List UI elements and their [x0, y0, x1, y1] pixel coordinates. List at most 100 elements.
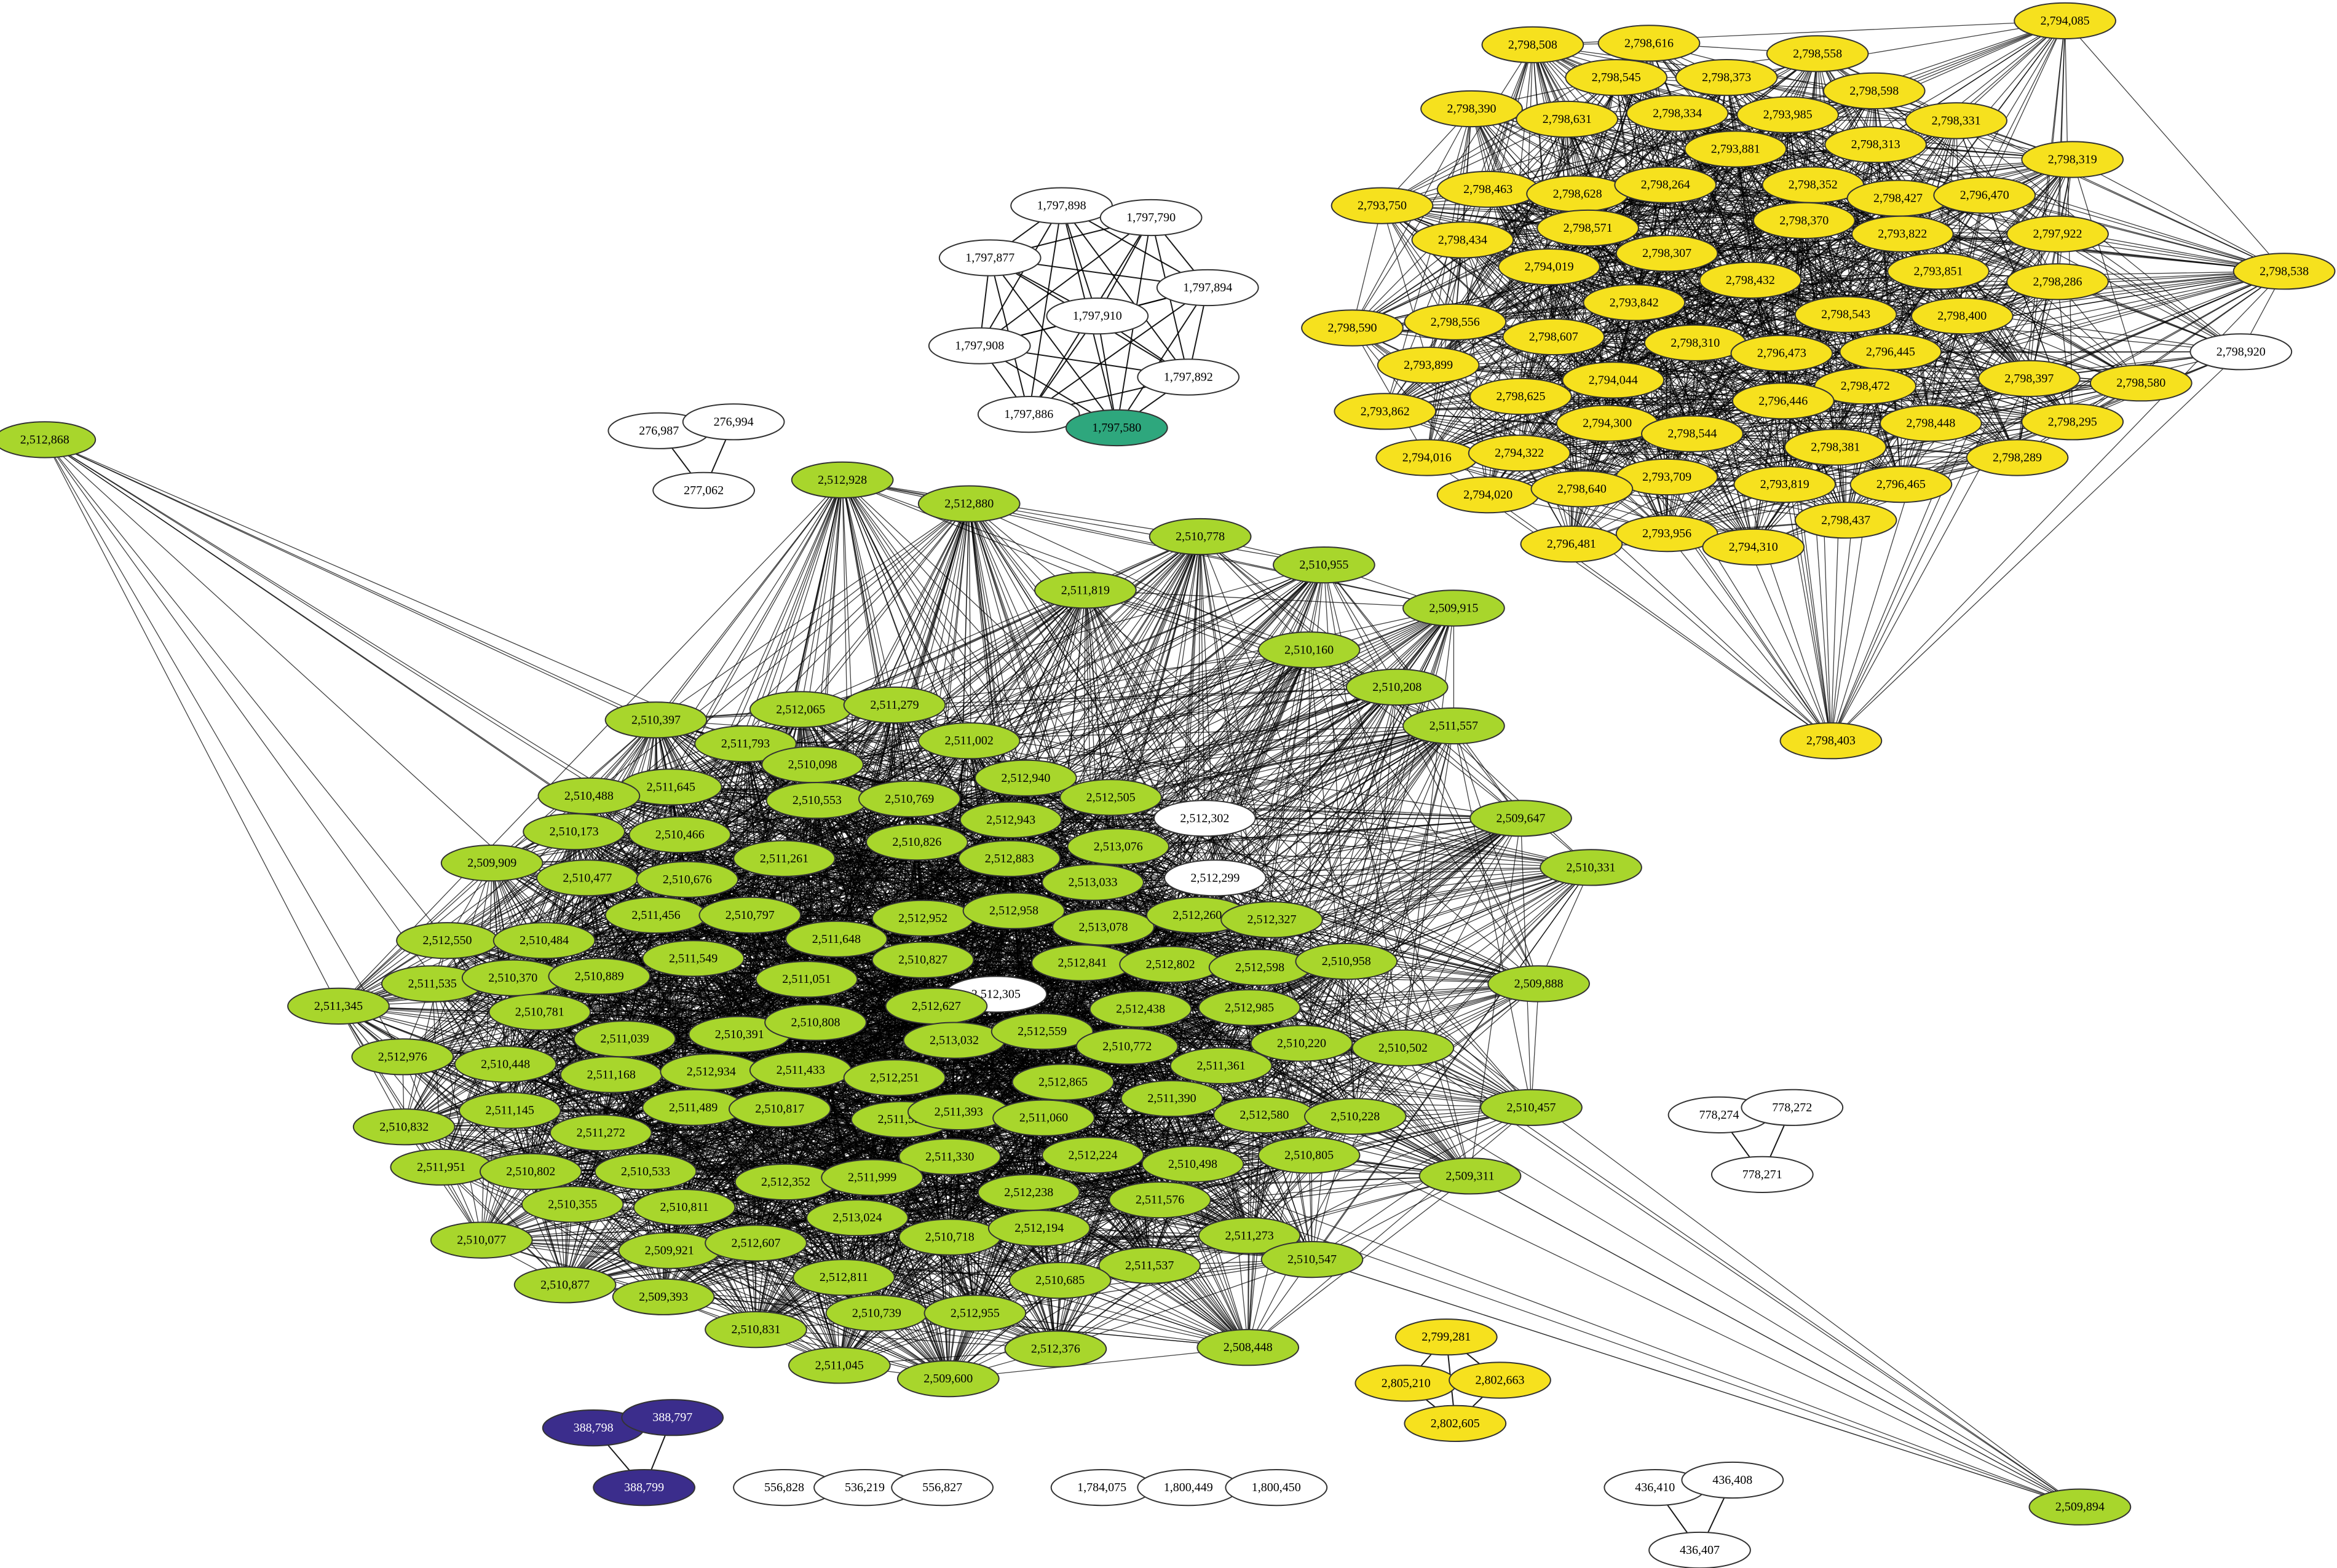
graph-edge	[842, 479, 895, 706]
graph-edge	[1085, 590, 1198, 916]
graph-edge	[44, 439, 339, 1007]
graph-edge	[404, 1071, 711, 1127]
graph-node: 2,509,909	[440, 845, 544, 882]
node-label: 2,512,302	[1180, 811, 1229, 825]
graph-node: 2,510,676	[636, 861, 739, 898]
graph-edge	[481, 1217, 858, 1241]
graph-edge	[812, 649, 1310, 765]
graph-edge	[505, 1063, 786, 1183]
graph-edge	[844, 1154, 1093, 1278]
graph-edge	[1249, 1116, 1356, 1236]
graph-edge	[1204, 725, 1454, 819]
graph-node: 2,510,160	[1257, 631, 1361, 669]
graph-edge	[1103, 725, 1454, 928]
graph-edge	[894, 589, 1086, 706]
graph-edge	[1110, 564, 1324, 798]
graph-edge	[404, 1114, 1265, 1127]
graph-edge	[975, 1259, 1313, 1314]
graph-edge	[1469, 1175, 2081, 1508]
graph-edge	[1538, 867, 1592, 984]
node-label: 2,512,505	[1086, 790, 1136, 804]
graph-edge	[1382, 112, 1678, 207]
node-label: 2,512,952	[898, 912, 947, 925]
graph-node: 2,511,002	[917, 722, 1021, 760]
graph-edge	[1011, 817, 1521, 821]
node-label: 2,510,466	[655, 828, 705, 841]
graph-edge	[1311, 1107, 1532, 1260]
graph-edge	[2065, 20, 2285, 272]
graph-node: 2,510,955	[1273, 546, 1375, 584]
graph-edge	[1029, 1175, 1471, 1193]
graph-node: 2,510,397	[604, 701, 708, 739]
node-label: 2,513,078	[1079, 920, 1128, 934]
node-label: 2,511,279	[870, 698, 919, 712]
graph-edge	[812, 764, 1118, 848]
graph-edge	[1402, 1047, 1471, 1176]
graph-edge	[1354, 867, 1591, 1117]
graph-node: 2,510,098	[761, 746, 864, 784]
node-label: 2,510,826	[892, 835, 941, 849]
graph-edge	[539, 959, 923, 1013]
graph-edge	[655, 503, 970, 720]
node-label: 2,510,769	[885, 792, 934, 806]
graph-edge	[693, 858, 1010, 959]
graph-edge	[1249, 1007, 2081, 1508]
node-label: 2,511,648	[812, 932, 861, 946]
graph-edge	[1530, 983, 1540, 1108]
graph-node: 2,510,778	[1149, 518, 1252, 556]
graph-node: 2,510,797	[698, 896, 802, 934]
graph-edge	[1248, 1235, 1250, 1348]
node-label: 2,510,098	[788, 758, 837, 771]
node-label: 2,511,793	[721, 737, 770, 751]
node-label: 2,510,955	[1299, 558, 1348, 572]
graph-edge	[1402, 867, 1591, 1049]
graph-edge	[601, 1132, 1029, 1193]
graph-edge	[894, 503, 970, 706]
node-label: 2,512,883	[985, 852, 1034, 865]
graph-edge	[755, 1243, 840, 1366]
graph-node: 2,511,261	[733, 840, 836, 877]
graph-edge	[1140, 1009, 1471, 1176]
graph-node: 2,510,769	[858, 780, 961, 817]
node-label: 2,510,160	[1284, 643, 1334, 656]
graph-edge	[44, 439, 403, 1057]
graph-edge	[1248, 1047, 1404, 1348]
graph-edge	[663, 1098, 1172, 1298]
node-label: 2,510,397	[631, 713, 681, 727]
graph-edge	[800, 479, 843, 710]
node-label: 2,510,827	[898, 953, 947, 967]
graph-node: 2,510,466	[628, 816, 732, 854]
graph-edge	[402, 979, 807, 1057]
graph-node: 2,513,033	[1042, 864, 1144, 901]
graph-edge	[1200, 536, 1260, 967]
graph-edge	[1082, 962, 1302, 1044]
graph-edge	[1830, 352, 1891, 741]
graph-edge	[749, 881, 1093, 916]
node-label: 2,510,173	[550, 825, 599, 838]
graph-edge	[402, 1034, 740, 1057]
graph-edge	[1127, 983, 1539, 1047]
graph-edge	[749, 725, 1454, 916]
graph-edge	[954, 1040, 1093, 1156]
graph-edge	[1055, 1235, 1250, 1350]
graph-node: 2,512,505	[1059, 779, 1162, 816]
node-label: 2,513,076	[1094, 840, 1143, 853]
graph-node: 2,512,940	[975, 759, 1077, 797]
node-label: 2,511,549	[669, 951, 718, 965]
graph-edge	[783, 704, 895, 859]
node-label: 2,510,488	[564, 789, 614, 803]
graph-edge	[894, 649, 1310, 706]
graph-edge	[842, 479, 1201, 537]
graph-edge	[1520, 818, 1532, 1108]
graph-edge	[1110, 797, 1521, 819]
graph-edge	[948, 1347, 1248, 1379]
graph-edge	[1013, 867, 1591, 912]
graph-edge	[1346, 961, 2081, 1508]
graph-edge	[949, 1114, 1265, 1157]
node-label: 2,510,797	[726, 908, 775, 922]
graph-edge	[1271, 867, 1591, 920]
graph-edge	[876, 1199, 1160, 1314]
graph-edge	[1085, 589, 1398, 688]
graph-edge	[1010, 819, 1404, 1049]
